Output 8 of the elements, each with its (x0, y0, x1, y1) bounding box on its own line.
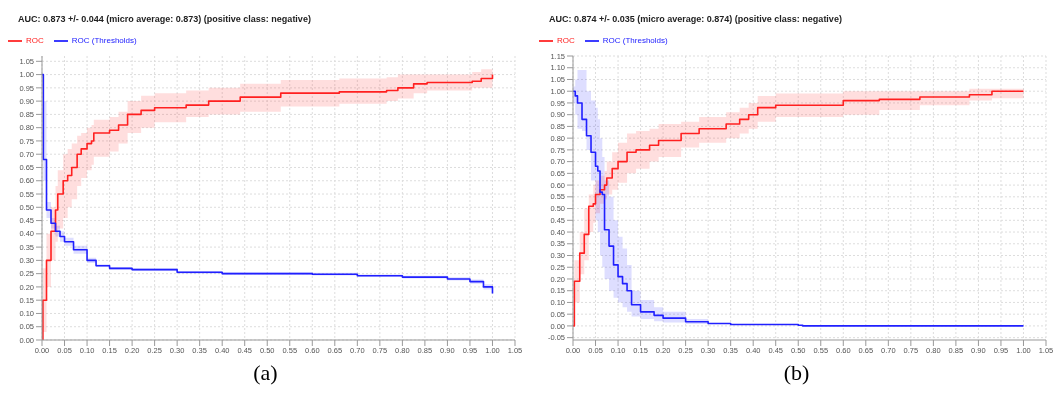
chart-title: AUC: 0.874 +/- 0.035 (micro average: 0.874) (positive class: negative) (549, 14, 843, 24)
text: (a) (252, 360, 279, 386)
legend-label: ROC (26, 36, 44, 46)
legend-label: ROC (Thresholds) (602, 36, 668, 46)
text: (b) (782, 360, 811, 386)
chart-title: AUC: 0.873 +/- 0.044 (micro average: 0.873) (positive class: negative) (18, 14, 312, 24)
legend-label: ROC (Thresholds) (71, 36, 137, 46)
legend-label: ROC (557, 36, 575, 46)
